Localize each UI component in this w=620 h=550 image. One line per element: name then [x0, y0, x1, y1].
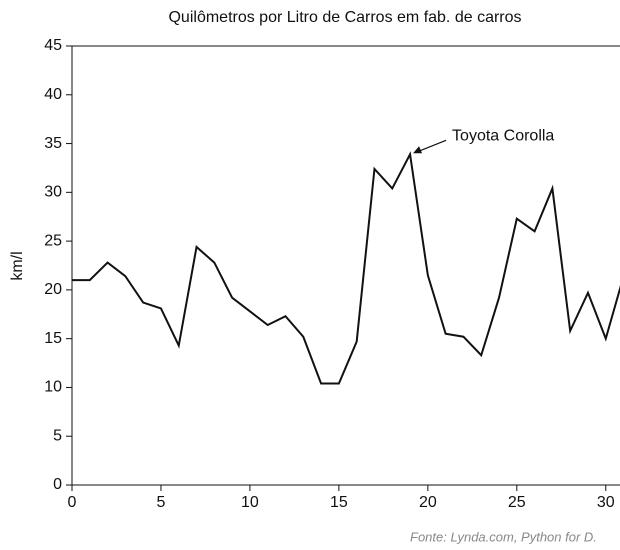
x-tick-label: 20	[419, 494, 437, 511]
x-tick-label: 0	[68, 494, 77, 511]
y-tick-label: 45	[44, 37, 62, 54]
y-tick-label: 35	[44, 135, 62, 152]
x-tick-label: 30	[597, 494, 615, 511]
x-tick-label: 15	[330, 494, 348, 511]
data-line	[72, 151, 620, 385]
x-tick-label: 10	[241, 494, 259, 511]
x-tick-label: 5	[157, 494, 166, 511]
y-tick-label: 5	[53, 427, 62, 444]
y-tick-label: 15	[44, 330, 62, 347]
chart-title: Quilômetros por Litro de Carros em fab. …	[168, 9, 521, 26]
x-tick-label: 25	[508, 494, 526, 511]
y-axis-label: km/l	[9, 251, 26, 280]
y-tick-label: 25	[44, 232, 62, 249]
y-tick-label: 30	[44, 184, 62, 201]
plot-area	[72, 151, 620, 385]
y-tick-label: 10	[44, 379, 62, 396]
source-note: Fonte: Lynda.com, Python for D.	[410, 529, 597, 544]
y-tick-label: 0	[53, 476, 62, 493]
annotation-arrowhead	[413, 146, 423, 154]
annotation-arrow	[415, 139, 447, 153]
plot-frame	[71, 45, 620, 486]
annotation: Toyota Corolla	[452, 128, 554, 145]
y-tick-label: 40	[44, 86, 62, 103]
y-tick-label: 20	[44, 281, 62, 298]
